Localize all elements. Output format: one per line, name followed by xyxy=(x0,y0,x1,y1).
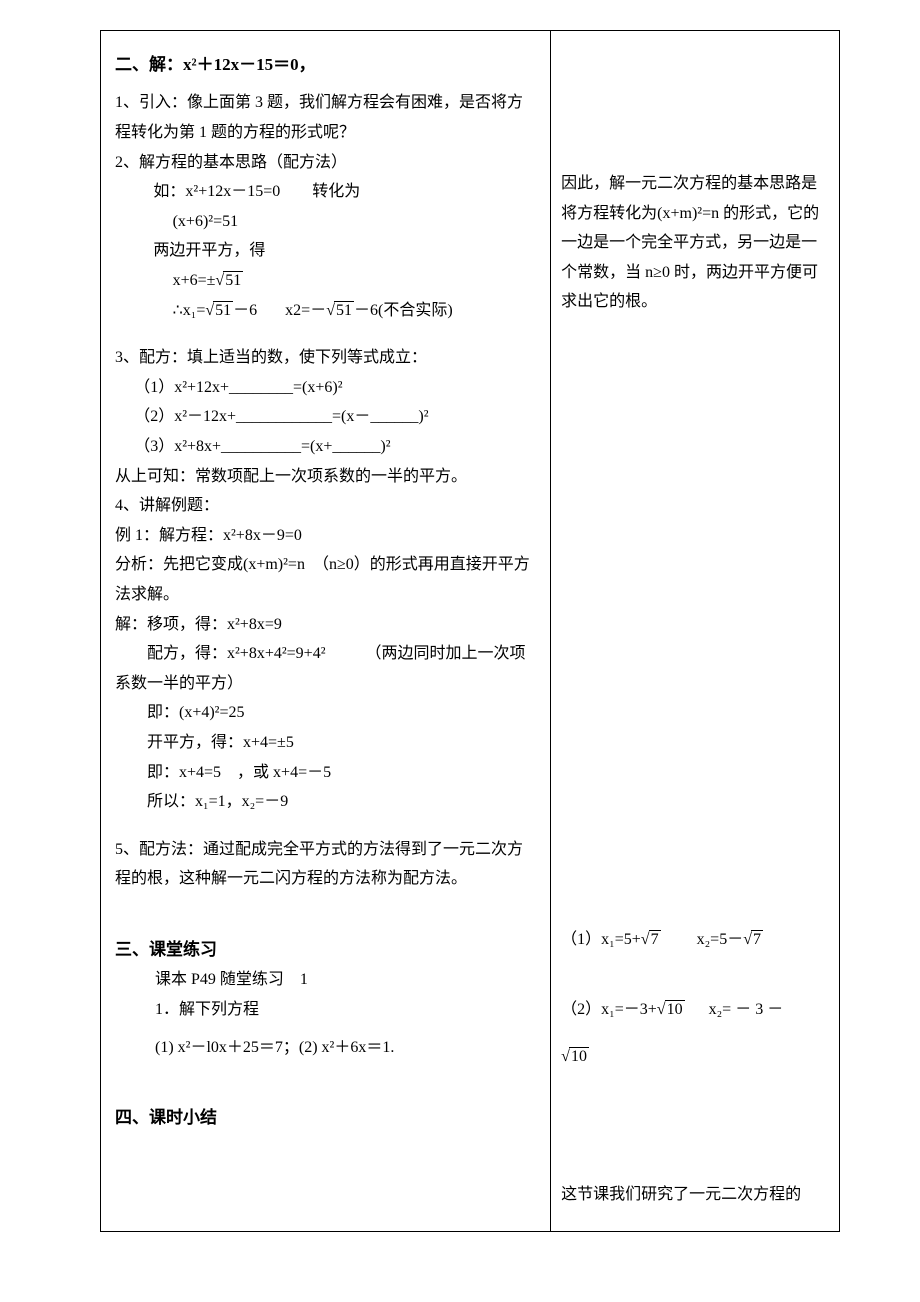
ans2-x1-pre: （2）x₁=－3+√ xyxy=(561,1001,665,1018)
example-line4: 配方，得：x²+8x+4²=9+4² （两边同时加上一次项系数一半的平方） xyxy=(115,639,536,698)
s2-method-title: 2、解方程的基本思路（配方法） xyxy=(115,148,536,178)
s2-fill-2: （2）x²－12x+____________=(x－______)² xyxy=(115,402,536,432)
ans1-x1-pre: （1）x₁=5+√ xyxy=(561,931,649,948)
s2-intro: 1、引入：像上面第 3 题，我们解方程会有困难，是否将方程转化为第 1 题的方程… xyxy=(115,88,536,147)
eq5a-prefix: ∴x₁=√ xyxy=(173,302,215,319)
eq5a-tail: －6 xyxy=(233,302,257,319)
eq4-radical: 51 xyxy=(223,271,243,289)
s2-fill-title: 3、配方：填上适当的数，使下列等式成立： xyxy=(115,343,536,373)
s2-example-title: 4、讲解例题： xyxy=(115,491,536,521)
example-line6: 开平方，得：x+4=±5 xyxy=(115,728,536,758)
s2-conclusion: 从上可知：常数项配上一次项系数的一半的平方。 xyxy=(115,462,536,492)
ans2-x2-rad: 10 xyxy=(569,1047,589,1065)
section-3-title: 三、课堂练习 xyxy=(115,934,536,965)
left-column: 二、解：x²＋12x－15＝0， 1、引入：像上面第 3 题，我们解方程会有困难… xyxy=(101,31,551,1231)
s2-eq-line5: ∴x₁=√51－6 x2=－√51－6(不合实际) xyxy=(115,296,536,326)
right-note-3: 这节课我们研究了一元二次方程的 xyxy=(561,1180,829,1210)
s2-peifangfa-def: 5、配方法：通过配成完全平方式的方法得到了一元二次方程的根，这种解一元二闪方程的… xyxy=(115,835,536,894)
example-line3: 解：移项，得：x²+8x=9 xyxy=(115,610,536,640)
s2-eq-line1: 如：x²+12x－15=0 转化为 xyxy=(115,177,536,207)
example-line2: 分析：先把它变成(x+m)²=n （n≥0）的形式再用直接开平方法求解。 xyxy=(115,550,536,609)
s2-fill-3: （3）x²+8x+__________=(x+______)² xyxy=(115,432,536,462)
s2-eq-line4: x+6=±√51 xyxy=(115,266,536,296)
ans2-x1-rad: 10 xyxy=(665,1000,685,1018)
right-column: 因此，解一元二次方程的基本思路是将方程转化为(x+m)²=n 的形式，它的一边是… xyxy=(551,31,839,1231)
ans2-x2-mid: x₂= － 3 － xyxy=(709,1001,784,1018)
s2-eq-line2: (x+6)²=51 xyxy=(115,207,536,237)
eq5b-radical: 51 xyxy=(334,301,354,319)
example-line8: 所以：x₁=1，x₂=－9 xyxy=(115,787,536,817)
example-line5: 即：(x+4)²=25 xyxy=(115,698,536,728)
s3-line1: 课本 P49 随堂练习 1 xyxy=(115,965,536,995)
s3-line2: 1．解下列方程 xyxy=(115,995,536,1025)
example-line7: 即：x+4=5 ，或 x+4=－5 xyxy=(115,758,536,788)
right-note-1: 因此，解一元二次方程的基本思路是将方程转化为(x+m)²=n 的形式，它的一边是… xyxy=(561,169,829,317)
answer-2-line1: （2）x₁=－3+√10 x₂= － 3 － xyxy=(561,995,829,1025)
ans1-x2-rad: 7 xyxy=(751,930,763,948)
page-frame: 二、解：x²＋12x－15＝0， 1、引入：像上面第 3 题，我们解方程会有困难… xyxy=(100,30,840,1232)
answer-2-line2: √10 xyxy=(561,1042,829,1072)
eq5a-radical: 51 xyxy=(213,301,233,319)
answer-1: （1）x₁=5+√7 x₂=5－√7 xyxy=(561,925,829,955)
section-4-title: 四、课时小结 xyxy=(115,1102,536,1133)
r1-text: 因此，解一元二次方程的基本思路是将方程转化为(x+m)²=n 的形式，它的一边是… xyxy=(561,169,829,317)
right-answers: （1）x₁=5+√7 x₂=5－√7 （2）x₁=－3+√10 x₂= － 3 … xyxy=(561,925,829,1072)
s2-fill-1: （1）x²+12x+________=(x+6)² xyxy=(115,373,536,403)
eq5b-tail: －6(不合实际) xyxy=(354,302,453,319)
ans1-x2-pre: x₂=5－√ xyxy=(697,931,752,948)
example-line1: 例 1：解方程：x²+8x－9=0 xyxy=(115,521,536,551)
s2-eq-line3: 两边开平方，得 xyxy=(115,236,536,266)
r3-text: 这节课我们研究了一元二次方程的 xyxy=(561,1180,829,1210)
eq4-prefix: x+6=±√ xyxy=(173,272,225,289)
s3-line3: (1) x²－l0x＋25＝7；(2) x²＋6x＝1. xyxy=(115,1033,536,1063)
ans1-x1-rad: 7 xyxy=(649,930,661,948)
eq5b-prefix: x2=－√ xyxy=(285,302,335,319)
section-2-title: 二、解：x²＋12x－15＝0， xyxy=(115,49,536,80)
